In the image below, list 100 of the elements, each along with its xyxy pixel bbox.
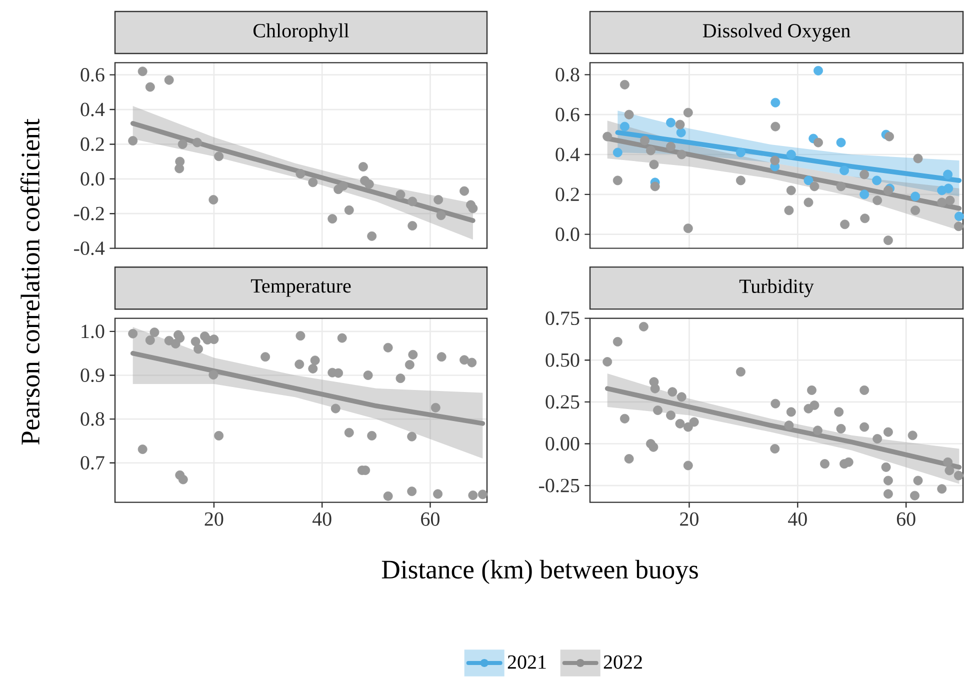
point (602, 132, 612, 142)
chart-title: Chlorophyll (253, 23, 349, 42)
line-series (130, 121, 476, 223)
point (612, 336, 622, 346)
point (881, 462, 891, 472)
point (294, 360, 304, 370)
point (666, 410, 676, 420)
point (174, 164, 184, 174)
point (784, 206, 794, 216)
point (337, 333, 347, 343)
point (683, 108, 693, 118)
point (214, 430, 224, 440)
point (836, 138, 846, 148)
point (944, 184, 954, 194)
point (836, 182, 846, 192)
point (175, 333, 185, 343)
point (638, 322, 648, 332)
point (814, 66, 823, 76)
point (128, 328, 138, 338)
point (675, 418, 685, 428)
point (396, 190, 406, 200)
y-tick-label: 0.0 (80, 172, 104, 186)
point (910, 206, 920, 216)
point (650, 384, 660, 394)
point (344, 205, 354, 215)
point (937, 484, 947, 494)
point (612, 176, 622, 186)
point (164, 75, 174, 85)
point (860, 214, 870, 224)
point (602, 357, 612, 367)
point (884, 132, 894, 142)
point (364, 179, 374, 189)
point (683, 460, 693, 470)
point (308, 364, 318, 374)
point (363, 370, 373, 380)
point (640, 136, 650, 146)
point (814, 138, 823, 148)
point (676, 128, 686, 138)
point (214, 152, 224, 162)
point (138, 66, 148, 76)
point (910, 490, 920, 500)
point (649, 160, 659, 170)
point (770, 98, 780, 108)
legend-label: 2021 (508, 655, 546, 669)
point (675, 120, 685, 130)
y-tick-label: -0.25 (539, 478, 580, 492)
y-tick-label: 0.4 (80, 102, 105, 116)
point (736, 148, 746, 158)
point (620, 80, 630, 90)
point (396, 374, 406, 384)
y-tick-label: 0.9 (80, 368, 104, 382)
point (404, 360, 414, 370)
point (620, 414, 630, 424)
point (150, 328, 160, 338)
point (676, 392, 686, 402)
y-tick-label: 1.0 (82, 324, 104, 338)
chart-title: Dissolved Oxygen (702, 23, 850, 42)
point (436, 352, 446, 362)
y-tick-label: 0.8 (80, 412, 104, 426)
point (883, 236, 893, 246)
y-tick-label: -0.4 (74, 242, 105, 256)
point (194, 344, 204, 354)
point (478, 490, 488, 500)
x-tick-label: 40 (312, 512, 332, 526)
point (786, 407, 796, 417)
point (383, 491, 393, 501)
point (328, 214, 338, 224)
point (648, 442, 658, 452)
point (736, 367, 746, 377)
point (383, 342, 393, 352)
point (145, 335, 155, 345)
point (913, 154, 923, 164)
x-tick-label: 20 (204, 512, 224, 526)
point (883, 427, 893, 437)
point (786, 150, 796, 160)
point (650, 182, 660, 192)
point (358, 162, 368, 172)
point (468, 490, 478, 500)
point (812, 426, 822, 436)
point (676, 150, 686, 160)
point (944, 466, 954, 476)
point (736, 176, 746, 186)
point (804, 176, 814, 186)
point (834, 407, 844, 417)
point (433, 489, 443, 499)
point (145, 82, 155, 92)
point (408, 350, 418, 360)
point (860, 170, 870, 180)
point (770, 156, 780, 166)
point (945, 196, 955, 206)
point (334, 368, 344, 378)
point (883, 476, 893, 486)
point (786, 186, 796, 196)
x-tick-label: 40 (788, 512, 807, 526)
point (872, 196, 882, 206)
point (836, 424, 846, 434)
x-tick-label: 60 (896, 512, 916, 526)
point (810, 400, 820, 410)
point (784, 420, 794, 430)
y-tick-label: 0.7 (80, 456, 104, 470)
